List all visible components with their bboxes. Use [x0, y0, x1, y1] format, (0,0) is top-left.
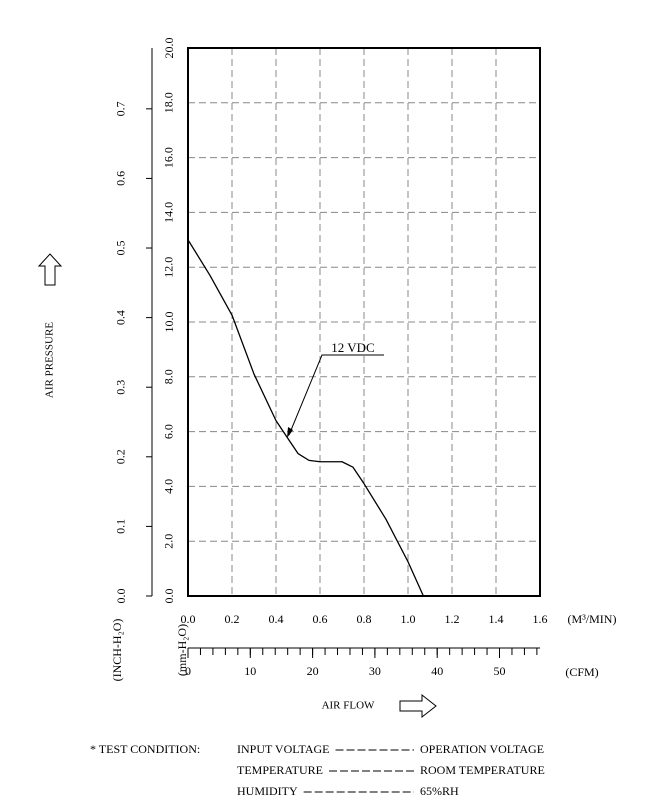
x-tick-label: 0.0: [181, 612, 196, 626]
x-tick-label: 1.2: [445, 612, 460, 626]
x2-unit: (CFM): [565, 665, 598, 679]
y-tick-label: 10.0: [162, 312, 176, 333]
y2-unit: (INCH-H₂O): [110, 619, 124, 682]
y-tick-label: 6.0: [162, 424, 176, 439]
y2-tick-label: 0.0: [114, 589, 128, 604]
plot-frame: [187, 47, 541, 597]
x2-tick-label: 50: [494, 664, 506, 678]
right-arrow: [399, 693, 437, 719]
y-tick-label: 14.0: [162, 202, 176, 223]
x-tick-label: 0.6: [313, 612, 328, 626]
y-axis-title: AIR PRESSURE: [44, 322, 56, 398]
x2-tick-label: 10: [244, 664, 256, 678]
x2-tick-label: 30: [369, 664, 381, 678]
y-tick-label: 2.0: [162, 534, 176, 549]
y-tick-label: 8.0: [162, 369, 176, 384]
condition-value: ROOM TEMPERATURE: [420, 763, 545, 777]
y-tick-label: 18.0: [162, 92, 176, 113]
leader-line: [288, 354, 384, 436]
x-axis-title: AIR FLOW: [322, 700, 375, 712]
curve: [187, 239, 424, 597]
y2-tick-label: 0.1: [114, 519, 128, 534]
series-label: 12 VDC: [331, 340, 374, 355]
y2-tick-label: 0.2: [114, 449, 128, 464]
y-tick-label: 0.0: [162, 589, 176, 604]
x2-tick-label: 0: [185, 664, 191, 678]
y2-tick-label: 0.4: [114, 310, 128, 325]
condition-value: 65%RH: [420, 784, 459, 798]
x2-tick-label: 20: [307, 664, 319, 678]
y-tick-label: 16.0: [162, 147, 176, 168]
x-tick-label: 1.0: [401, 612, 416, 626]
condition-name: INPUT VOLTAGE: [237, 742, 330, 756]
condition-name: HUMIDITY: [237, 784, 298, 798]
y-tick-label: 12.0: [162, 257, 176, 278]
x-tick-label: 0.8: [357, 612, 372, 626]
up-arrow: [37, 253, 63, 286]
x2-tick-label: 40: [431, 664, 443, 678]
x-tick-label: 0.4: [269, 612, 284, 626]
condition-name: TEMPERATURE: [237, 763, 323, 777]
y-unit: (mm-H₂O): [175, 624, 189, 676]
y2-tick-label: 0.6: [114, 171, 128, 186]
condition-value: OPERATION VOLTAGE: [420, 742, 544, 756]
x-tick-label: 1.6: [533, 612, 548, 626]
x-tick-label: 0.2: [225, 612, 240, 626]
y2-tick-label: 0.5: [114, 241, 128, 256]
x-unit: (M³/MIN): [568, 612, 617, 626]
y-tick-label: 20.0: [162, 38, 176, 59]
test-label: * TEST CONDITION:: [90, 742, 200, 756]
y2-tick-label: 0.3: [114, 380, 128, 395]
x-tick-label: 1.4: [489, 612, 504, 626]
y2-tick-label: 0.7: [114, 101, 128, 116]
y-tick-label: 4.0: [162, 479, 176, 494]
leader-arrow: [287, 427, 293, 438]
